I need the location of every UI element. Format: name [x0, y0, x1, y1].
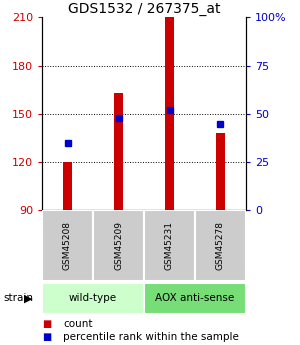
Bar	[165, 17, 174, 210]
Text: GSM45278: GSM45278	[216, 221, 225, 270]
Text: strain: strain	[3, 294, 33, 303]
Bar	[195, 210, 246, 281]
Text: GSM45231: GSM45231	[165, 221, 174, 270]
Bar	[93, 210, 144, 281]
Title: GDS1532 / 267375_at: GDS1532 / 267375_at	[68, 2, 220, 16]
Bar	[42, 210, 93, 281]
Text: count: count	[63, 319, 92, 329]
Text: wild-type: wild-type	[69, 294, 117, 303]
Bar	[114, 93, 123, 210]
Text: ■: ■	[42, 319, 51, 329]
Text: ■: ■	[42, 332, 51, 342]
Bar	[63, 162, 72, 210]
Text: GSM45209: GSM45209	[114, 221, 123, 270]
Text: ▶: ▶	[24, 294, 32, 303]
Text: GSM45208: GSM45208	[63, 221, 72, 270]
Text: AOX anti-sense: AOX anti-sense	[155, 294, 235, 303]
Bar	[42, 283, 144, 314]
Bar	[144, 283, 246, 314]
Bar	[144, 210, 195, 281]
Text: percentile rank within the sample: percentile rank within the sample	[63, 332, 239, 342]
Bar	[216, 133, 225, 210]
